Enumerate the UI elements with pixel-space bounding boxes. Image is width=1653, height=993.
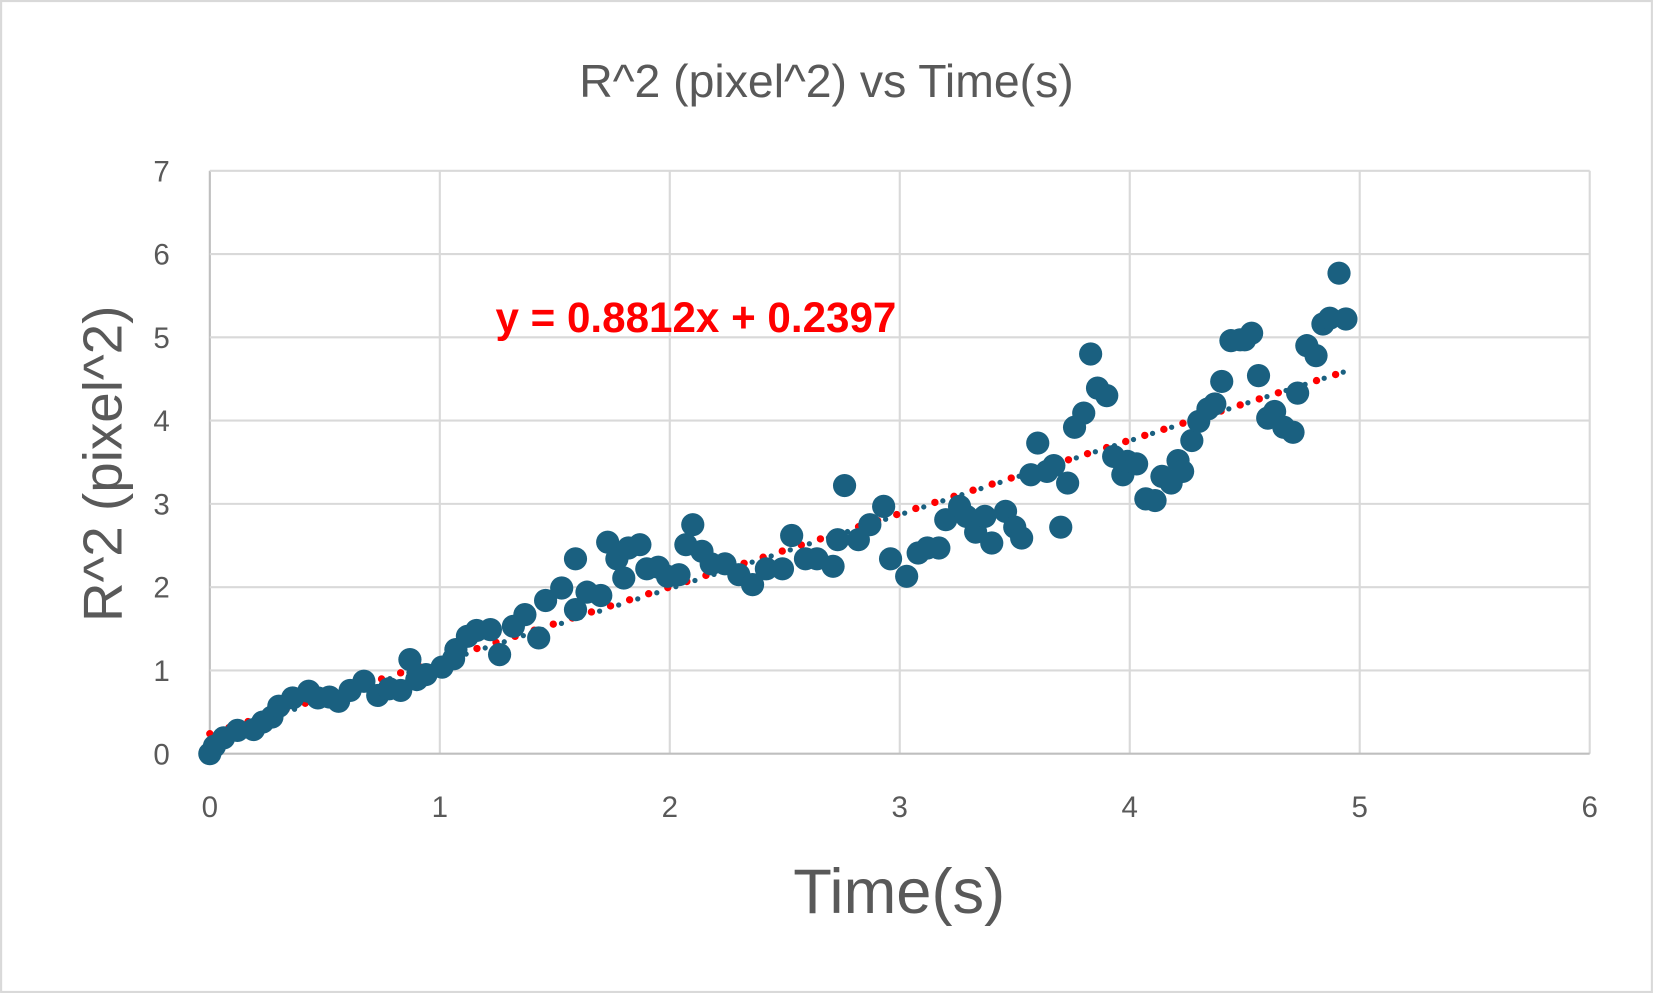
y-tick-label: 4 <box>153 405 169 438</box>
data-point <box>589 583 613 608</box>
gridlines <box>208 169 1591 755</box>
data-point <box>826 528 850 552</box>
x-tick-label: 5 <box>1352 791 1368 824</box>
y-tick-label: 5 <box>153 322 169 355</box>
data-point <box>527 626 551 650</box>
data-point <box>628 533 652 557</box>
data-point <box>878 547 903 571</box>
data-point <box>1246 364 1271 388</box>
data-point <box>1180 428 1204 453</box>
chart-title: R^2 (pixel^2) vs Time(s) <box>579 55 1073 107</box>
data-point <box>770 557 795 581</box>
data-points <box>198 261 1358 766</box>
data-point <box>1286 381 1310 405</box>
data-point <box>740 573 765 597</box>
trendline-dotted <box>206 367 1350 738</box>
data-point <box>563 547 588 571</box>
data-point <box>821 554 845 578</box>
data-point <box>1026 431 1050 455</box>
data-point <box>973 504 997 528</box>
data-point <box>1281 420 1305 444</box>
data-point <box>513 603 537 627</box>
y-tick-label: 3 <box>153 488 169 521</box>
y-tick-label: 2 <box>153 572 169 605</box>
data-point <box>1240 321 1264 345</box>
data-point <box>832 473 857 498</box>
data-point <box>1143 488 1167 513</box>
data-point <box>478 618 502 642</box>
x-tick-label: 3 <box>892 791 908 824</box>
data-point <box>681 513 705 537</box>
data-point <box>895 564 919 588</box>
data-point <box>1042 453 1066 478</box>
data-point <box>780 523 804 548</box>
data-point <box>550 576 574 600</box>
trendline <box>206 367 1350 738</box>
trendline-equation: y = 0.8812x + 0.2397 <box>496 294 897 341</box>
data-point <box>1210 369 1234 394</box>
data-point <box>1072 401 1096 425</box>
data-point <box>563 598 588 622</box>
y-axis-title: R^2 (pixel^2) <box>71 306 133 622</box>
data-point <box>1079 342 1103 366</box>
data-point <box>398 648 422 672</box>
data-point <box>488 643 512 667</box>
data-point <box>858 513 882 537</box>
data-point <box>534 588 558 613</box>
x-axis-title: Time(s) <box>793 857 1005 927</box>
data-point <box>1056 471 1080 495</box>
data-point <box>1095 384 1119 408</box>
x-tick-label: 6 <box>1581 791 1597 824</box>
data-point <box>980 531 1004 555</box>
data-point <box>1171 459 1195 483</box>
x-tick-label: 1 <box>432 791 448 824</box>
y-tick-label: 1 <box>153 655 169 688</box>
data-point <box>1304 344 1328 368</box>
data-point <box>872 494 896 518</box>
data-point <box>1049 515 1073 539</box>
data-point <box>754 557 778 581</box>
x-tick-label: 2 <box>662 791 678 824</box>
data-point <box>1334 307 1358 331</box>
data-point <box>667 563 691 587</box>
data-point <box>927 536 951 560</box>
x-tick-label: 0 <box>202 791 218 824</box>
y-tick-label: 7 <box>153 155 169 188</box>
data-point <box>1203 392 1227 416</box>
tick-labels: 0 1 2 3 4 5 6 0 1 2 3 4 5 6 7 <box>153 155 1598 824</box>
data-point <box>1327 261 1351 285</box>
data-point <box>1010 526 1034 550</box>
data-point <box>1125 452 1149 476</box>
y-tick-label: 0 <box>153 738 169 771</box>
data-point <box>612 566 636 590</box>
x-tick-label: 4 <box>1122 791 1138 824</box>
y-tick-label: 6 <box>153 239 169 272</box>
